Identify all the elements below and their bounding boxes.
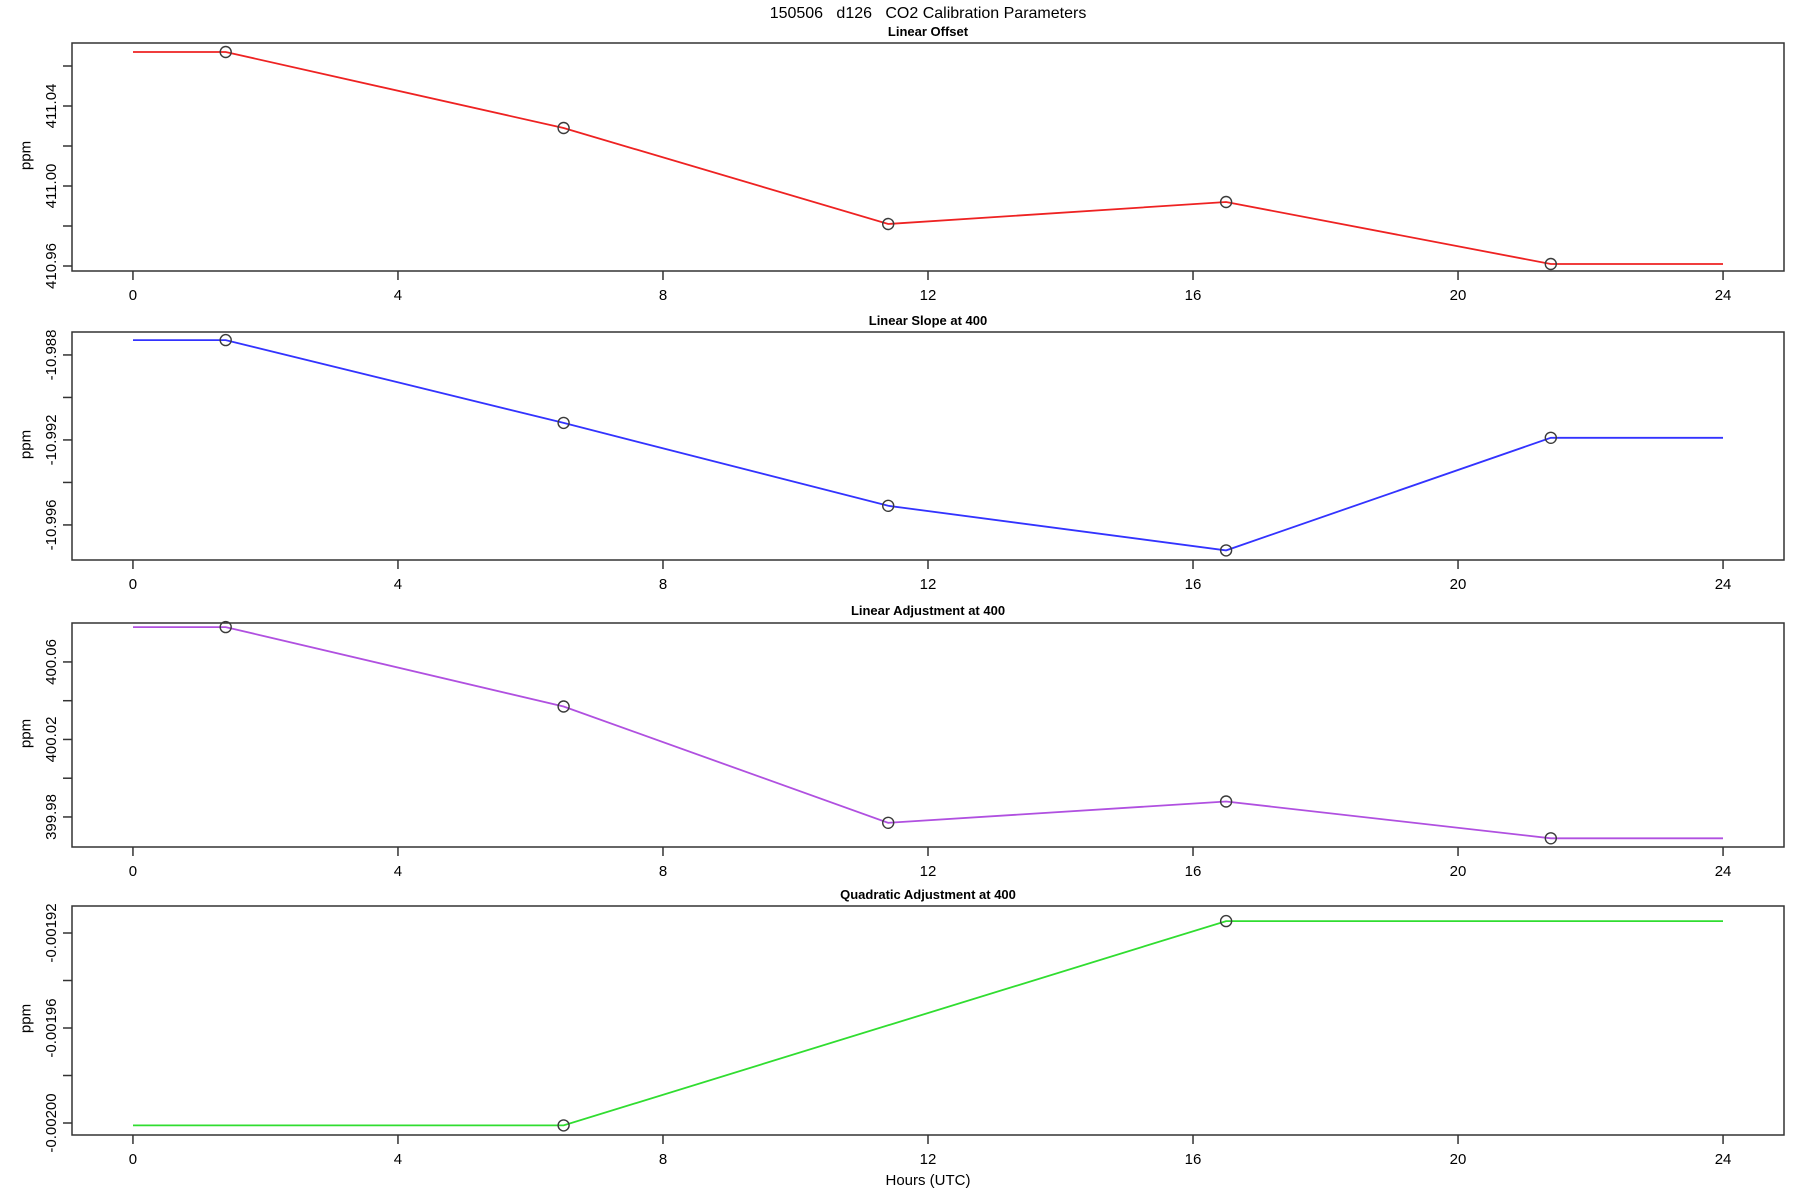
panel-1-x-tick-label: 8 — [659, 287, 667, 304]
panel-3-data-point — [1544, 832, 1558, 845]
panel-2-data-point — [219, 333, 232, 347]
panel-4-x-tick-label: 24 — [1715, 1151, 1732, 1168]
x-axis-label: Hours (UTC) — [885, 1172, 971, 1189]
panel-4-series-line — [133, 920, 1723, 1127]
panel-2-y-tick-label: -10.996 — [43, 500, 60, 551]
panel-3-x-tick-label: 24 — [1715, 863, 1732, 880]
panel-2-data-point — [1219, 544, 1233, 557]
panel-2-x-tick-label: 8 — [659, 576, 667, 593]
panel-3-data-point — [1219, 795, 1233, 808]
panel-4-ylabel: ppm — [17, 1003, 35, 1034]
panel-3-x-tick-label: 20 — [1450, 863, 1467, 880]
panel-2-series-line — [133, 339, 1723, 552]
panel-1-data-point — [219, 45, 232, 59]
panel-2-y-tick-label: -10.992 — [43, 415, 60, 466]
panel-1-data-point — [1544, 257, 1558, 271]
panel-2-data-point — [557, 416, 570, 430]
panel-3-data-point — [219, 620, 232, 634]
panel-3-y-tick-label: 400.02 — [43, 717, 60, 763]
panel-3-ylabel: ppm — [17, 718, 35, 749]
panel-3-x-tick-label: 12 — [920, 863, 937, 880]
panel-1-x-tick-label: 16 — [1185, 287, 1202, 304]
panel-1-title: Linear Offset — [887, 24, 969, 39]
panel-4-x-tick-label: 20 — [1450, 1151, 1467, 1168]
panel-3-data-point — [882, 816, 895, 829]
panel-4-x-tick-label: 8 — [659, 1151, 667, 1168]
panel-4-x-tick-label: 16 — [1185, 1151, 1202, 1168]
panel-2-data-point — [1544, 431, 1558, 444]
panel-1-y-tick-label: 410.96 — [43, 243, 60, 289]
panel-2-x-tick-label: 0 — [129, 576, 137, 593]
panel-1-x-tick-label: 20 — [1450, 287, 1467, 304]
panel-4-x-tick-label: 4 — [394, 1151, 402, 1168]
panel-1-x-tick-label: 24 — [1715, 287, 1732, 304]
panel-1-series-line — [133, 51, 1723, 265]
panel-3-series-line — [133, 626, 1723, 840]
panel-3-title: Linear Adjustment at 400 — [850, 603, 1006, 618]
panel-1-y-tick-label: 411.00 — [43, 164, 60, 209]
panel-3-x-tick-label: 0 — [129, 863, 137, 880]
panel-1-y-tick-label: 411.04 — [43, 84, 60, 129]
panel-2-x-tick-label: 20 — [1450, 576, 1467, 593]
panel-2-x-tick-label: 4 — [394, 576, 402, 593]
panel-4-x-tick-label: 12 — [920, 1151, 937, 1168]
panel-4-title: Quadratic Adjustment at 400 — [840, 887, 1016, 902]
panel-1-data-point — [882, 217, 895, 231]
panel-1-x-tick-label: 4 — [394, 287, 402, 304]
panel-2-x-tick-label: 12 — [920, 576, 937, 593]
panel-3-y-tick-label: 399.98 — [43, 794, 60, 840]
panel-3-frame — [71, 622, 1785, 848]
panel-2-x-tick-label: 24 — [1715, 576, 1732, 593]
panel-4-y-tick-label: -0.00200 — [43, 1093, 60, 1152]
panel-2-data-point — [882, 499, 895, 512]
panel-2-ylabel: ppm — [17, 429, 35, 460]
panel-4-x-tick-label: 0 — [129, 1151, 137, 1168]
main-title: 150506 d126 CO2 Calibration Parameters — [769, 5, 1087, 22]
panel-4-data-point — [1219, 914, 1233, 928]
panel-2-x-tick-label: 16 — [1185, 576, 1202, 593]
panel-4-frame — [71, 905, 1785, 1136]
panel-4-y-tick-label: -0.00192 — [43, 903, 60, 962]
panel-4-y-tick-label: -0.00196 — [43, 998, 60, 1057]
panel-3-x-tick-label: 16 — [1185, 863, 1202, 880]
panel-1-frame — [71, 42, 1785, 272]
panel-2-y-tick-label: -10.988 — [43, 330, 60, 381]
panel-3-y-tick-label: 400.06 — [43, 639, 60, 685]
panel-1-data-point — [557, 121, 570, 135]
panel-3-x-tick-label: 8 — [659, 863, 667, 880]
panel-1-ylabel: ppm — [17, 140, 35, 171]
panel-3-data-point — [557, 700, 570, 713]
panel-1-data-point — [1219, 195, 1233, 209]
panel-3-x-tick-label: 4 — [394, 863, 402, 880]
panel-2-title: Linear Slope at 400 — [868, 313, 988, 328]
panel-1-x-tick-label: 0 — [129, 287, 137, 304]
panel-1-x-tick-label: 12 — [920, 287, 937, 304]
panel-4-data-point — [557, 1119, 570, 1132]
